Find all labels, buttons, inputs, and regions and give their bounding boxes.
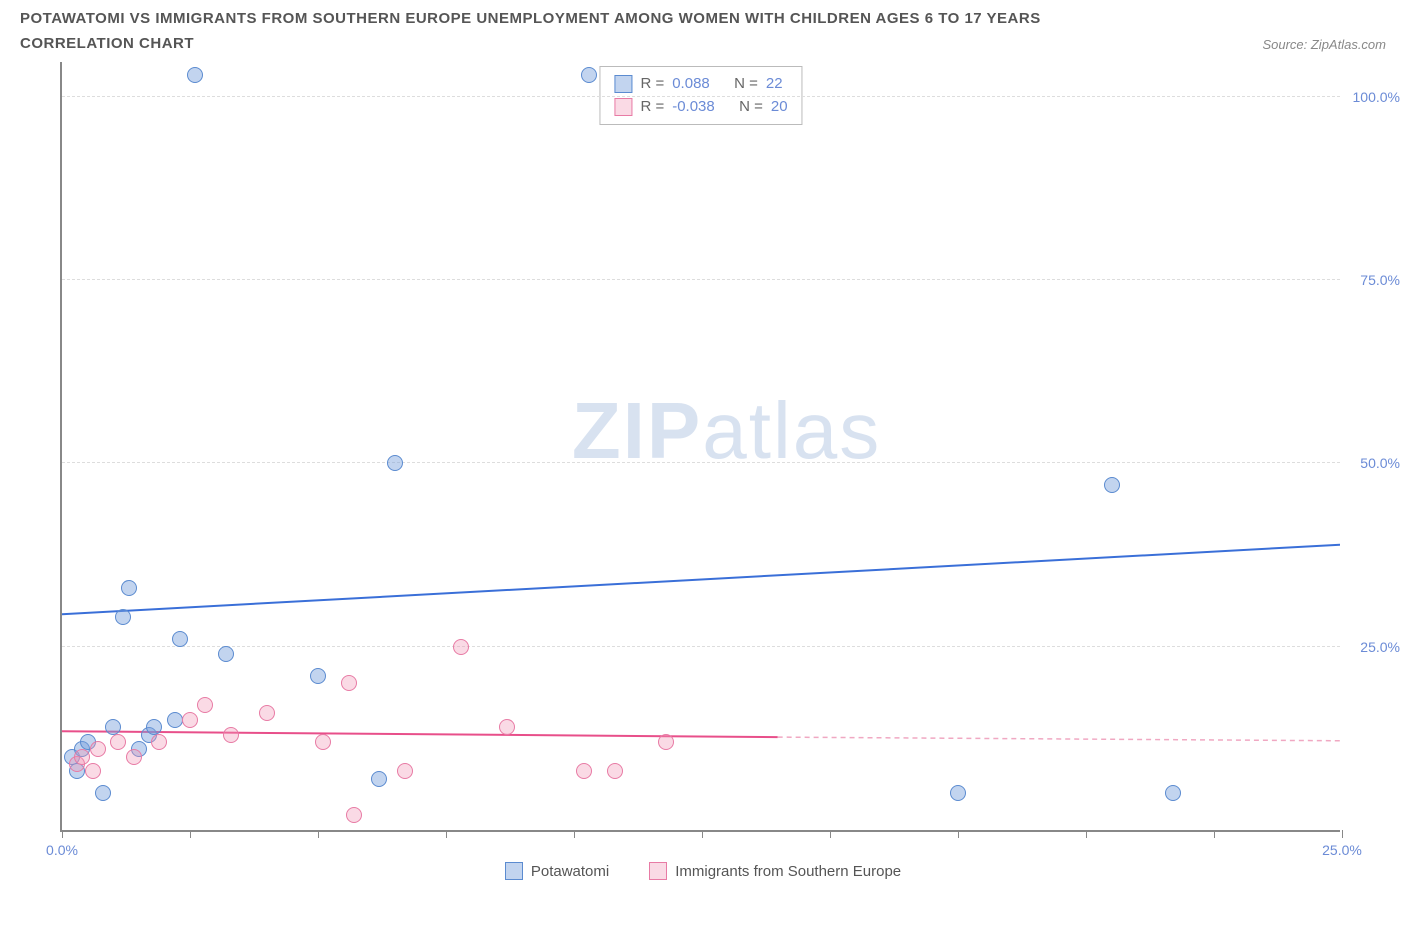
data-point: [126, 749, 142, 765]
data-point: [371, 771, 387, 787]
x-tick-label: 0.0%: [46, 842, 78, 858]
n-label: N =: [739, 96, 763, 119]
data-point: [341, 675, 357, 691]
n-value: 22: [766, 73, 783, 96]
data-point: [387, 455, 403, 471]
chart-container: Unemployment Among Women with Children A…: [20, 62, 1386, 880]
legend-swatch: [649, 862, 667, 880]
data-point: [259, 705, 275, 721]
data-point: [146, 719, 162, 735]
r-label: R =: [640, 96, 664, 119]
data-point: [172, 631, 188, 647]
data-point: [110, 734, 126, 750]
x-tick: [1342, 830, 1343, 838]
series-legend: Potawatomi Immigrants from Southern Europ…: [20, 862, 1386, 880]
data-point: [310, 668, 326, 684]
source-attribution: Source: ZipAtlas.com: [1262, 37, 1386, 52]
legend-item: Potawatomi: [505, 862, 609, 880]
legend-label: Immigrants from Southern Europe: [675, 863, 901, 880]
data-point: [315, 734, 331, 750]
data-point: [85, 763, 101, 779]
legend-swatch: [505, 862, 523, 880]
data-point: [197, 697, 213, 713]
data-point: [1104, 477, 1120, 493]
chart-subtitle: CORRELATION CHART: [20, 35, 194, 52]
x-tick: [702, 830, 703, 838]
data-point: [95, 785, 111, 801]
x-tick: [190, 830, 191, 838]
data-point: [346, 807, 362, 823]
data-point: [121, 580, 137, 596]
data-point: [581, 67, 597, 83]
data-point: [167, 712, 183, 728]
data-point: [187, 67, 203, 83]
y-tick-label: 25.0%: [1360, 639, 1400, 655]
r-value: -0.038: [672, 96, 715, 119]
gridline-h: [62, 646, 1340, 647]
x-tick: [446, 830, 447, 838]
data-point: [74, 749, 90, 765]
data-point: [223, 727, 239, 743]
legend-swatch: [614, 75, 632, 93]
x-tick: [1086, 830, 1087, 838]
data-point: [115, 609, 131, 625]
x-tick: [830, 830, 831, 838]
data-point: [658, 734, 674, 750]
r-label: R =: [640, 73, 664, 96]
data-point: [397, 763, 413, 779]
gridline-h: [62, 462, 1340, 463]
legend-label: Potawatomi: [531, 863, 609, 880]
chart-title: POTAWATOMI VS IMMIGRANTS FROM SOUTHERN E…: [20, 10, 1041, 27]
legend-swatch: [614, 98, 632, 116]
data-point: [1165, 785, 1181, 801]
legend-item: Immigrants from Southern Europe: [649, 862, 901, 880]
x-tick: [62, 830, 63, 838]
y-tick-label: 100.0%: [1353, 89, 1400, 105]
data-point: [218, 646, 234, 662]
data-point: [607, 763, 623, 779]
y-tick-label: 50.0%: [1360, 455, 1400, 471]
gridline-h: [62, 279, 1340, 280]
x-tick: [1214, 830, 1215, 838]
r-value: 0.088: [672, 73, 710, 96]
gridline-h: [62, 96, 1340, 97]
data-point: [576, 763, 592, 779]
x-tick-label: 25.0%: [1322, 842, 1362, 858]
legend-row: R = 0.088 N = 22: [614, 73, 787, 96]
n-label: N =: [734, 73, 758, 96]
n-value: 20: [771, 96, 788, 119]
legend-row: R = -0.038 N = 20: [614, 96, 787, 119]
data-point: [105, 719, 121, 735]
data-point: [90, 741, 106, 757]
trend-lines: [62, 62, 1340, 830]
data-point: [499, 719, 515, 735]
y-tick-label: 75.0%: [1360, 272, 1400, 288]
data-point: [182, 712, 198, 728]
data-point: [950, 785, 966, 801]
scatter-plot: ZIPatlas R =0.088 N =22R =-0.038 N =20 2…: [60, 62, 1340, 832]
x-tick: [318, 830, 319, 838]
x-tick: [958, 830, 959, 838]
data-point: [151, 734, 167, 750]
data-point: [453, 639, 469, 655]
x-tick: [574, 830, 575, 838]
